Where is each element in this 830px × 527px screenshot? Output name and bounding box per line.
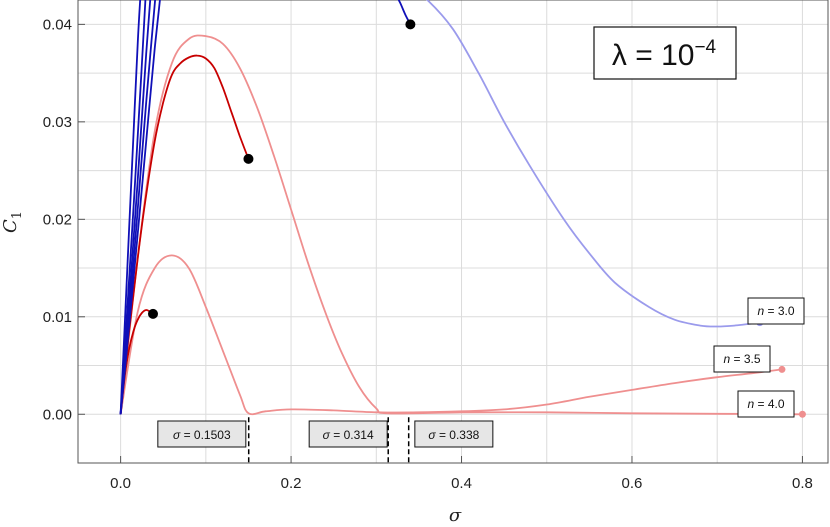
lambda-annotation: λ = 10−4 [593,26,737,80]
n-label-layer: n = 3.0n = 3.5n = 4.0 [713,297,805,418]
series-line-dark-blue-5 [119,0,161,415]
n-symbol: n [747,397,754,411]
lambda-exponent: −4 [694,37,716,58]
series-layer [119,0,803,416]
n-label: n = 3.5 [723,352,760,366]
series-line-dark-red-main [119,54,250,415]
x-tick-label: 0.4 [451,475,472,492]
y-tick-label: 0.04 [43,16,72,33]
plot-frame [77,0,829,464]
lambda-label: λ = 10 [612,39,695,72]
sigma-marker-box [157,420,247,448]
n-label-box [713,345,771,373]
sigma-marker-label: σ = 0.314 [323,428,374,442]
n-label: n = 3.0 [757,304,794,318]
sigma-marker-layer: σ = 0.1503 σ = 0.314 σ = 0.338 [157,417,494,463]
series-line-n-3-0 [426,0,760,328]
endpoint-marker [798,410,806,418]
tick-layer: 0.0 0.2 0.4 0.6 0.8 0.00 0.01 0.02 0.03 0.04 [43,16,813,492]
n-label-box [737,390,795,418]
n-label: n = 4.0 [747,397,784,411]
sigma-marker-box [414,420,494,448]
x-tick-label: 0.6 [622,475,643,492]
y-tick-label: 0.01 [43,309,72,326]
n-value: = 3.0 [764,304,795,318]
svg-text:C1: C1 [0,211,25,233]
svg-text:λ = 10−4: λ = 10−4 [612,37,717,72]
y-tick-label: 0.00 [43,406,72,423]
n-value: = 4.0 [754,397,785,411]
sigma-value: = 0.314 [330,428,374,442]
endpoint-dot [243,153,254,164]
y-axis-title-sub: 1 [10,211,25,219]
series-line-n-4-0 [119,34,803,416]
sigma-marker-label: σ = 0.338 [428,428,479,442]
y-axis-title: C1 [0,211,25,233]
series-line-n-3-5 [119,254,783,416]
y-tick-label: 0.02 [43,211,72,228]
n-symbol: n [723,352,730,366]
endpoint-dot [148,308,158,319]
sigma-symbol: σ [323,428,331,442]
x-tick-label: 0.8 [792,475,813,492]
endpoint-marker [778,365,786,373]
endpoint-dot [405,19,416,30]
sigma-marker-box [308,420,388,448]
x-tick-label: 0.0 [110,475,131,492]
sigma-symbol: σ [173,428,181,442]
sigma-marker-label: σ = 0.1503 [173,428,231,442]
sigma-value: = 0.1503 [180,428,231,442]
y-tick-label: 0.03 [43,114,72,131]
sigma-symbol: σ [428,428,436,442]
n-symbol: n [757,304,764,318]
y-axis-title-main: C [0,219,21,233]
series-line-dark-blue-1 [119,0,142,415]
x-axis-title: σ [449,505,462,526]
lambda-box [593,26,737,80]
series-line-dark-blue-top [397,0,412,25]
n-label-box [747,297,805,325]
sigma-value: = 0.338 [436,428,480,442]
n-value: = 3.5 [730,352,761,366]
x-tick-label: 0.2 [281,475,302,492]
